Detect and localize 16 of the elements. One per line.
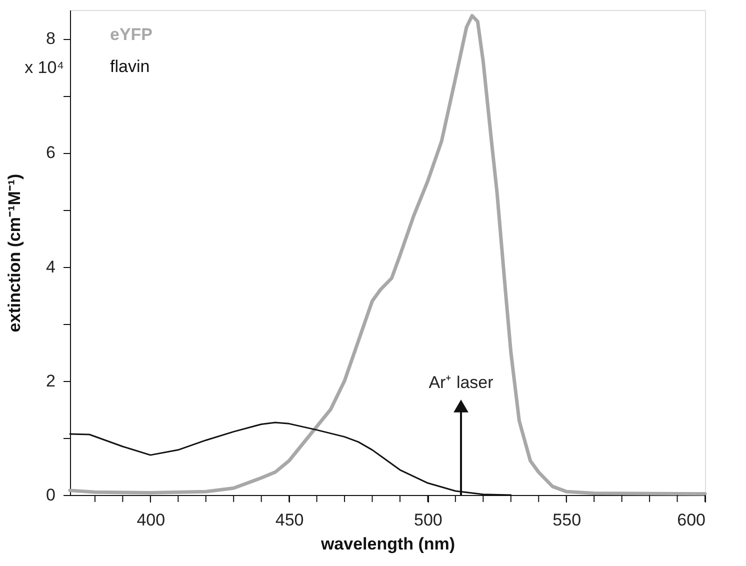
- annotation: Ar⁺ laser: [428, 373, 494, 392]
- y-tick-label: 2: [46, 371, 56, 390]
- y-tick-label: 4: [46, 257, 56, 276]
- y-tick-label: 0: [46, 486, 56, 504]
- text: eYFP: [110, 25, 153, 44]
- x-axis-title: wavelength (nm): [320, 534, 456, 554]
- y-axis-title: extinction (cm⁻¹M⁻¹): [5, 174, 24, 332]
- text: flavin: [110, 57, 150, 76]
- y-tick-label: 8: [46, 29, 56, 48]
- x-tick-label: 550: [552, 510, 582, 530]
- x-tick-label: 500: [414, 510, 442, 530]
- x-tick-label: 450: [275, 510, 304, 530]
- text: x 10⁴: [24, 58, 64, 77]
- y-tick-label: 6: [46, 143, 56, 162]
- x-tick-label: 400: [136, 510, 166, 530]
- x-tick-label: 600: [677, 510, 706, 530]
